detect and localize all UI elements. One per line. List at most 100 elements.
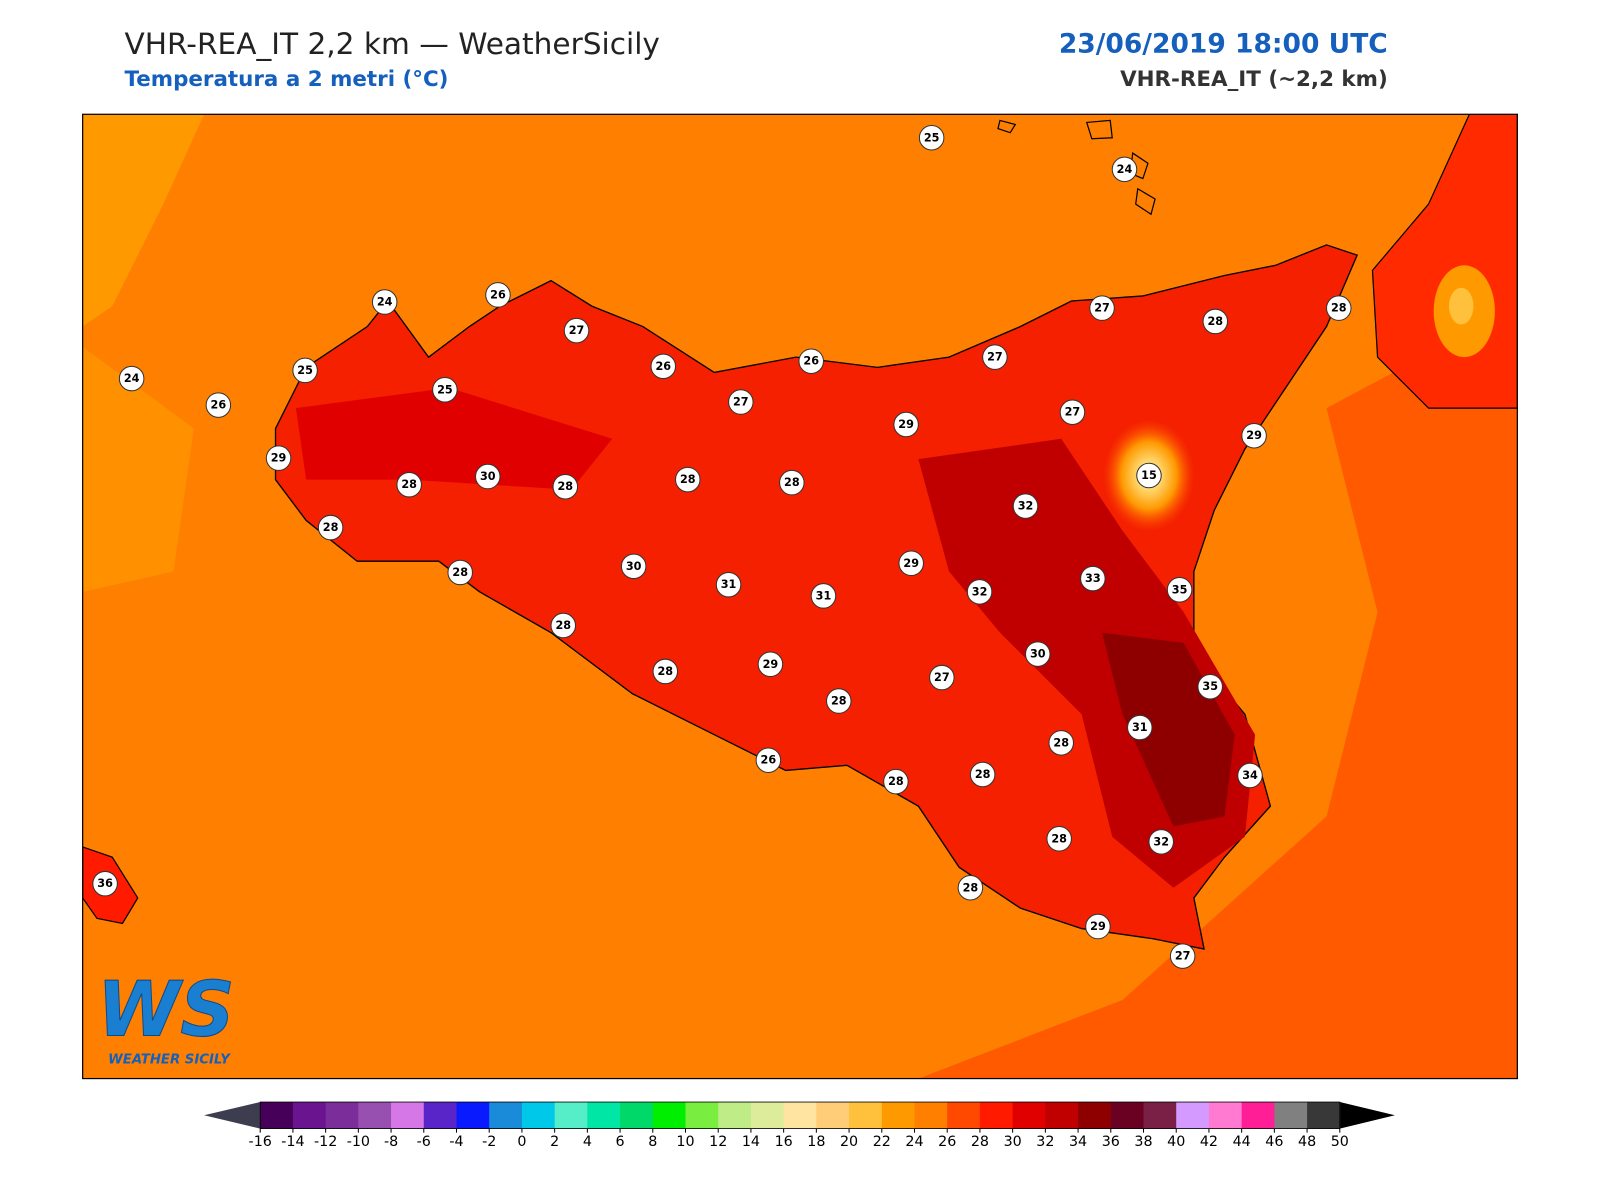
station-marker (1085, 913, 1111, 940)
station-value: 32 (1018, 500, 1034, 513)
colorbar-segment (554, 1102, 588, 1129)
station-value: 31 (1132, 721, 1148, 734)
station-marker (432, 377, 458, 403)
station-value: 27 (569, 324, 585, 337)
colorbar-segment (1143, 1102, 1177, 1129)
station: 29 (898, 550, 924, 577)
station-marker (1012, 493, 1039, 519)
station-marker (798, 348, 824, 374)
station: 26 (798, 348, 824, 374)
subtitle: Temperatura a 2 metri (°C) (124, 67, 448, 92)
station-value: 28 (557, 480, 573, 493)
station-value: 30 (480, 470, 496, 483)
colorbar-segment (292, 1102, 327, 1129)
colorbar-tick-label: 8 (648, 1134, 657, 1150)
station-value: 33 (1085, 572, 1101, 585)
station-value: 27 (987, 351, 1003, 364)
colorbar-tick-label: -16 (249, 1134, 272, 1150)
station-marker (1241, 422, 1267, 449)
title: VHR-REA_IT 2,2 km — WeatherSicily (124, 27, 659, 61)
station: 27 (1089, 295, 1115, 321)
station: 29 (1085, 913, 1111, 940)
colorbar-segment (816, 1102, 850, 1129)
colorbar-tick-label: 44 (1233, 1134, 1251, 1150)
station: 26 (755, 747, 782, 773)
station-value: 27 (1175, 950, 1191, 963)
station-marker (1202, 308, 1229, 335)
station-marker (918, 125, 945, 151)
station-marker (650, 353, 677, 380)
station-marker (957, 875, 984, 901)
colorbar-segment (947, 1102, 981, 1129)
station-marker (1080, 565, 1106, 592)
station-value: 27 (1094, 302, 1110, 315)
field-patch (82, 346, 194, 592)
station-value: 27 (733, 396, 749, 409)
colorbar-segment (750, 1102, 785, 1129)
station-marker (552, 473, 579, 500)
colorbar-segment (1241, 1102, 1275, 1129)
colorbar-tick-label: 2 (550, 1134, 559, 1150)
station-marker (1089, 295, 1115, 321)
station: 24 (1111, 156, 1138, 183)
datetime: 23/06/2019 18:00 UTC (1059, 28, 1388, 59)
station-marker (826, 688, 852, 714)
colorbar-segment (260, 1102, 294, 1129)
station: 15 (1136, 462, 1162, 489)
station-value: 28 (555, 619, 571, 632)
station-marker (1169, 943, 1196, 969)
colorbar-segment (325, 1102, 359, 1129)
station: 28 (957, 875, 984, 901)
colorbar-tick-label: 14 (742, 1134, 760, 1150)
station-value: 26 (761, 754, 777, 767)
station-value: 31 (816, 589, 832, 602)
station: 25 (918, 125, 945, 151)
station-value: 35 (1172, 583, 1188, 596)
station: 28 (396, 471, 422, 498)
station-value: 28 (888, 775, 904, 788)
station-value: 29 (1246, 429, 1262, 442)
station-value: 25 (297, 364, 313, 377)
colorbar-segment (652, 1102, 687, 1129)
station-marker (1127, 714, 1153, 741)
station-marker (205, 392, 232, 418)
station-value: 36 (97, 877, 113, 890)
colorbar-outline (259, 1101, 1341, 1129)
station-marker (893, 411, 919, 438)
station: 31 (810, 583, 837, 609)
station: 28 (675, 466, 701, 493)
station: 26 (485, 282, 511, 308)
station-value: 28 (1207, 315, 1223, 328)
station: 29 (1241, 422, 1267, 449)
station-marker (92, 870, 118, 897)
station-marker (620, 553, 647, 580)
colorbar-segment (391, 1102, 425, 1129)
station-marker (1237, 762, 1263, 789)
station: 27 (1059, 399, 1086, 425)
colorbar-tick-label: 20 (840, 1134, 858, 1150)
station-marker (1148, 829, 1174, 855)
station-marker (652, 658, 679, 685)
colorbar-segment (423, 1102, 458, 1129)
colorbar-tick-label: 34 (1069, 1134, 1087, 1150)
station: 28 (779, 469, 805, 496)
colorbar-tick-label: -8 (384, 1134, 398, 1150)
station: 28 (969, 761, 996, 788)
station-value: 28 (680, 473, 696, 486)
station: 24 (118, 365, 145, 392)
colorbar-tick-label: 38 (1134, 1134, 1152, 1150)
station-marker (715, 571, 742, 598)
station-value: 25 (924, 131, 940, 144)
colorbar-tick-label: -14 (281, 1134, 304, 1150)
colorbar-segment (1045, 1102, 1079, 1129)
station-marker (563, 317, 590, 344)
field-patch (1448, 287, 1474, 325)
station-value: 29 (763, 658, 779, 671)
station-marker (1059, 399, 1086, 425)
station: 31 (1127, 714, 1153, 741)
station: 30 (620, 553, 647, 580)
station-value: 29 (1090, 920, 1106, 933)
station: 28 (447, 559, 473, 586)
station: 29 (265, 445, 292, 471)
station-marker (883, 768, 909, 795)
